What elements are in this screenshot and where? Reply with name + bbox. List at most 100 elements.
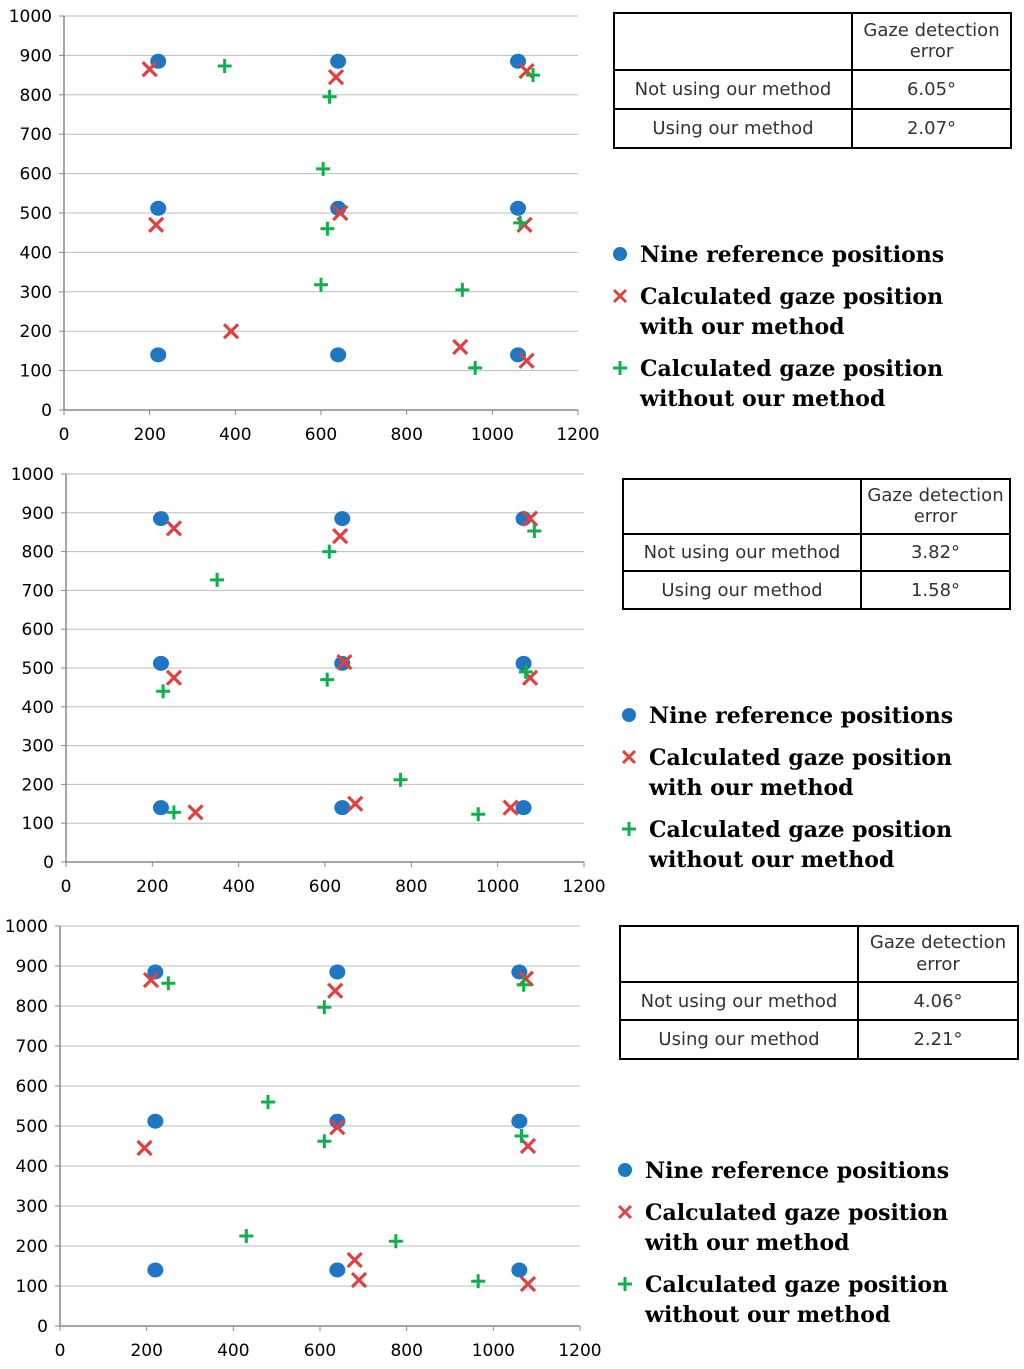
y-tick-label: 600	[16, 1077, 48, 1097]
y-tick-label: 600	[20, 165, 52, 185]
legend-1: Nine reference positions Calculated gaze…	[608, 240, 944, 426]
circle-marker-icon	[613, 247, 627, 261]
reference-point	[511, 1262, 528, 1278]
x-tick-label: 0	[59, 425, 70, 445]
table-header-error: Gaze detection error	[851, 12, 1012, 71]
gaze-point-without-method	[317, 1000, 332, 1015]
row-value-not-using: 6.05°	[851, 68, 1012, 110]
x-tick-label: 0	[55, 1341, 66, 1361]
y-tick-label: 1000	[11, 465, 54, 485]
scatter-chart-1: 0 100 200 300 400 500 600 700 800 900 1000 0 200 400 6…	[9, 7, 600, 445]
reference-point	[152, 655, 169, 671]
plus-marker-icon	[622, 822, 636, 836]
row-value-not-using: 3.82°	[860, 532, 1011, 573]
reference-point	[515, 655, 532, 671]
gaze-point-without-method	[161, 976, 176, 991]
legend-item-with-method: Calculated gaze position with our method	[613, 1198, 949, 1258]
row-label-not-using: Not using our method	[622, 532, 862, 573]
legend-label: Calculated gaze position without our met…	[640, 356, 944, 412]
legend-item-without-method: Calculated gaze position without our met…	[613, 1270, 949, 1330]
legend-item-with-method: Calculated gaze position with our method	[608, 282, 944, 342]
x-tick-label: 1000	[471, 425, 514, 445]
y-tick-label: 700	[16, 1037, 48, 1057]
gaze-point-without-method	[320, 221, 335, 236]
gaze-point-without-method	[518, 664, 533, 679]
gaze-point-with-method	[346, 1251, 363, 1269]
x-tick-label: 400	[222, 877, 254, 897]
y-tick-label: 0	[37, 1317, 48, 1337]
gaze-point-with-method	[350, 1271, 368, 1289]
gaze-point-without-method	[516, 977, 531, 992]
gaze-point-without-method	[322, 89, 337, 104]
gaze-point-with-method	[165, 669, 183, 686]
reference-point	[334, 800, 351, 816]
x-tick-label: 1200	[558, 1341, 601, 1361]
gaze-point-with-method	[518, 352, 535, 369]
legend-label: Nine reference positions	[640, 242, 945, 268]
y-tick-label: 400	[16, 1157, 48, 1177]
gaze-point-without-method	[388, 1234, 403, 1249]
gaze-point-without-method	[322, 544, 337, 559]
reference-point	[152, 511, 169, 527]
reference-point	[510, 347, 527, 363]
y-tick-label: 500	[22, 659, 54, 679]
y-tick-label: 300	[16, 1197, 48, 1217]
row-value-using: 2.21°	[857, 1019, 1019, 1060]
table-header-blank	[613, 12, 853, 71]
gaze-point-without-method	[217, 59, 232, 74]
row-label-using: Using our method	[622, 570, 862, 610]
gaze-point-without-method	[317, 1134, 332, 1149]
gaze-point-with-method	[502, 799, 519, 816]
y-tick-label: 100	[22, 814, 54, 834]
y-tick-label: 700	[20, 125, 52, 145]
x-marker-icon	[621, 749, 637, 765]
legend-item-reference: Nine reference positions	[608, 240, 944, 270]
x-marker-icon	[617, 1204, 633, 1220]
legend-2: Nine reference positions Calculated gaze…	[617, 701, 953, 887]
y-tick-label: 400	[20, 243, 52, 263]
y-tick-label: 500	[16, 1117, 48, 1137]
y-tick-label: 800	[16, 997, 48, 1017]
y-tick-label: 0	[43, 853, 54, 873]
scatter-chart-3: 0 100 200 300 400 500 600 700 800 900 1000 0 200 400 6…	[5, 917, 602, 1361]
gaze-point-without-method	[261, 1095, 275, 1109]
x-tick-label: 0	[61, 877, 72, 897]
legend-item-with-method: Calculated gaze position with our method	[617, 743, 953, 803]
y-tick-label: 300	[20, 283, 52, 303]
legend-label: Calculated gaze position without our met…	[645, 1272, 949, 1328]
y-tick-label: 1000	[9, 7, 52, 27]
y-tick-label: 700	[22, 581, 54, 601]
legend-3: Nine reference positions Calculated gaze…	[613, 1156, 949, 1342]
table-header-blank	[619, 925, 859, 983]
y-tick-label: 1000	[5, 917, 48, 937]
circle-marker-icon	[622, 708, 636, 722]
plus-marker-icon	[613, 361, 627, 375]
y-tick-label: 600	[22, 620, 54, 640]
gaze-point-without-method	[314, 277, 328, 292]
gaze-point-with-method	[327, 982, 344, 999]
legend-item-without-method: Calculated gaze position without our met…	[617, 815, 953, 875]
gaze-panel-2: 0 100 200 300 400 500 600 700 800 900 1000 0 200 400 6…	[0, 458, 1024, 906]
row-label-using: Using our method	[613, 107, 853, 150]
legend-label: Calculated gaze position with our method	[649, 745, 953, 801]
legend-label: Nine reference positions	[645, 1158, 950, 1184]
gaze-point-without-method	[156, 684, 171, 699]
row-label-using: Using our method	[619, 1019, 859, 1060]
gaze-panel-1: 0 100 200 300 400 500 600 700 800 900 1000 0 200 400 6…	[0, 0, 1024, 455]
gaze-point-with-method	[141, 61, 158, 78]
y-tick-label: 900	[16, 957, 48, 977]
gaze-point-with-method	[222, 323, 240, 340]
gaze-point-without-method	[316, 161, 331, 176]
reference-point	[515, 800, 532, 816]
gaze-point-without-method	[471, 1274, 486, 1289]
x-tick-label: 1000	[472, 1341, 515, 1361]
legend-label: Calculated gaze position with our method	[645, 1200, 949, 1256]
gaze-point-without-method	[393, 772, 408, 787]
reference-point	[330, 347, 347, 363]
gaze-point-with-method	[331, 527, 349, 545]
gaze-point-with-method	[521, 510, 539, 527]
y-tick-label: 100	[20, 362, 52, 382]
gaze-point-without-method	[455, 282, 470, 297]
table-header-error: Gaze detection error	[860, 478, 1011, 535]
legend-item-without-method: Calculated gaze position without our met…	[608, 354, 944, 414]
